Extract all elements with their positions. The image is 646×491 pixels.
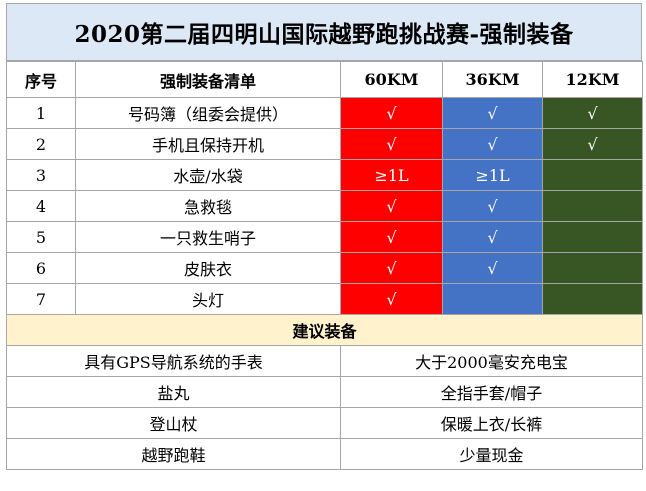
cell-12km: √	[542, 128, 643, 160]
row-num: 6	[6, 252, 76, 284]
row-item-name: 手机且保持开机	[75, 128, 341, 160]
recommended-row: 具有GPS导航系统的手表 大于2000毫安充电宝	[6, 345, 643, 377]
cell-60km: √	[340, 128, 443, 160]
cell-60km: √	[340, 97, 443, 129]
recommended-row: 登山杖 保暖上衣/长裤	[6, 407, 643, 439]
cell-36km: √	[442, 128, 543, 160]
row-num: 1	[6, 97, 76, 129]
cell-36km: √	[442, 97, 543, 129]
row-item-name: 号码簿（组委会提供）	[75, 97, 341, 129]
equipment-table: 序号 强制装备清单 60KM 36KM 12KM 1 号码簿（组委会提供） √ √ √ 2…	[6, 61, 643, 470]
header-num: 序号	[6, 61, 76, 98]
row-item-name: 一只救生哨子	[75, 221, 341, 253]
recommended-right: 保暖上衣/长裤	[340, 407, 643, 439]
header-item: 强制装备清单	[75, 61, 341, 98]
cell-12km: √	[542, 97, 643, 129]
section-row: 建议装备	[6, 314, 643, 346]
section-title: 建议装备	[6, 314, 643, 346]
recommended-row: 盐丸 全指手套/帽子	[6, 376, 643, 408]
table-row: 3 水壶/水袋 ≥1L ≥1L	[6, 159, 643, 191]
table-row: 4 急救毯 √ √	[6, 190, 643, 222]
header-36km: 36KM	[442, 61, 543, 98]
table-row: 7 头灯 √	[6, 283, 643, 315]
cell-60km: ≥1L	[340, 159, 443, 191]
row-item-name: 头灯	[75, 283, 341, 315]
recommended-left: 具有GPS导航系统的手表	[6, 345, 341, 377]
row-item-name: 急救毯	[75, 190, 341, 222]
cell-12km	[542, 159, 643, 191]
recommended-right: 全指手套/帽子	[340, 376, 643, 408]
header-60km: 60KM	[340, 61, 443, 98]
cell-36km: √	[442, 252, 543, 284]
table-row: 1 号码簿（组委会提供） √ √ √	[6, 97, 643, 129]
cell-36km	[442, 283, 543, 315]
row-num: 2	[6, 128, 76, 160]
row-num: 3	[6, 159, 76, 191]
row-num: 7	[6, 283, 76, 315]
sheet-title: 2020第二届四明山国际越野跑挑战赛-强制装备	[6, 3, 642, 61]
recommended-left: 盐丸	[6, 376, 341, 408]
cell-12km	[542, 190, 643, 222]
recommended-row: 越野跑鞋 少量现金	[6, 438, 643, 470]
table-row: 2 手机且保持开机 √ √ √	[6, 128, 643, 160]
row-num: 4	[6, 190, 76, 222]
row-item-name: 水壶/水袋	[75, 159, 341, 191]
cell-60km: √	[340, 221, 443, 253]
cell-12km	[542, 221, 643, 253]
cell-60km: √	[340, 190, 443, 222]
table-row: 5 一只救生哨子 √ √	[6, 221, 643, 253]
cell-36km: √	[442, 190, 543, 222]
cell-12km	[542, 252, 643, 284]
cell-60km: √	[340, 283, 443, 315]
header-row: 序号 强制装备清单 60KM 36KM 12KM	[6, 61, 643, 98]
recommended-left: 越野跑鞋	[6, 438, 341, 470]
cell-36km: ≥1L	[442, 159, 543, 191]
row-num: 5	[6, 221, 76, 253]
cell-36km: √	[442, 221, 543, 253]
header-12km: 12KM	[542, 61, 643, 98]
recommended-right: 少量现金	[340, 438, 643, 470]
cell-60km: √	[340, 252, 443, 284]
table-row: 6 皮肤衣 √ √	[6, 252, 643, 284]
row-item-name: 皮肤衣	[75, 252, 341, 284]
cell-12km	[542, 283, 643, 315]
recommended-right: 大于2000毫安充电宝	[340, 345, 643, 377]
recommended-left: 登山杖	[6, 407, 341, 439]
equipment-sheet: 2020第二届四明山国际越野跑挑战赛-强制装备 序号 强制装备清单 60KM 3…	[6, 3, 643, 470]
